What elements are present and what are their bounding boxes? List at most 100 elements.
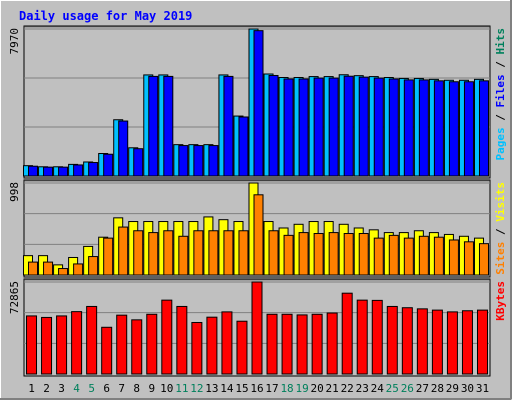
bar-kbytes-day-29	[446, 311, 458, 375]
bar-kbytes-day-20	[311, 313, 323, 375]
legend-item-1: /	[494, 108, 507, 128]
panel-legend: KBytes	[494, 281, 507, 321]
day-label-4: 4	[73, 382, 80, 395]
day-label-21: 21	[326, 382, 339, 395]
bar-files-day-2	[43, 166, 54, 177]
bar-sites-day-27	[418, 235, 429, 276]
bar-kbytes-day-2	[41, 316, 53, 375]
bar-files-day-21	[328, 77, 339, 177]
bar-sites-day-16	[253, 194, 264, 276]
bar-kbytes-day-28	[431, 309, 443, 375]
bar-sites-day-23	[358, 233, 369, 276]
bar-sites-day-11	[178, 235, 189, 276]
panel-legend: Sites / Visits	[494, 182, 507, 275]
bar-kbytes-day-15	[236, 320, 248, 375]
bar-kbytes-day-8	[131, 319, 143, 375]
bar-sites-day-10	[163, 230, 174, 276]
y-axis-max-label: 72865	[8, 281, 21, 314]
bar-sites-day-25	[388, 234, 399, 276]
day-label-31: 31	[476, 382, 489, 395]
day-label-9: 9	[148, 382, 155, 395]
bar-files-day-8	[133, 148, 144, 177]
bar-files-day-15	[238, 116, 249, 177]
day-label-20: 20	[311, 382, 324, 395]
bar-sites-day-8	[133, 230, 144, 276]
day-label-2: 2	[43, 382, 50, 395]
bar-files-day-22	[343, 75, 354, 177]
bar-kbytes-day-19	[296, 314, 308, 375]
bar-sites-day-2	[43, 261, 54, 276]
y-axis-max-label: 7970	[8, 28, 21, 55]
bar-files-day-10	[163, 75, 174, 177]
day-label-23: 23	[356, 382, 369, 395]
bar-files-day-26	[403, 79, 414, 177]
day-label-24: 24	[371, 382, 385, 395]
bar-kbytes-day-6	[101, 326, 113, 375]
bar-files-day-16	[253, 30, 264, 177]
bar-sites-day-28	[433, 236, 444, 276]
bar-kbytes-day-12	[191, 321, 203, 375]
day-label-12: 12	[190, 382, 203, 395]
bar-sites-day-31	[478, 243, 489, 276]
bar-kbytes-day-22	[341, 292, 353, 375]
bar-kbytes-day-16	[251, 281, 263, 375]
bar-sites-day-22	[343, 233, 354, 276]
bar-sites-day-3	[58, 268, 69, 276]
bar-sites-day-18	[283, 234, 294, 276]
bar-sites-day-14	[223, 230, 234, 276]
bar-files-day-11	[178, 145, 189, 177]
bar-files-day-23	[358, 76, 369, 177]
bar-kbytes-day-10	[161, 299, 173, 375]
bar-files-day-3	[58, 166, 69, 177]
bar-files-day-19	[298, 78, 309, 177]
bar-sites-day-30	[463, 241, 474, 276]
bar-files-day-29	[448, 81, 459, 177]
bar-files-day-17	[268, 74, 279, 177]
bar-sites-day-9	[148, 232, 159, 276]
day-label-19: 19	[295, 382, 308, 395]
day-label-30: 30	[461, 382, 474, 395]
bar-files-day-31	[478, 80, 489, 177]
bar-files-day-7	[118, 120, 129, 177]
bar-sites-day-29	[448, 239, 459, 276]
legend-item-3: /	[494, 55, 507, 75]
bar-kbytes-day-5	[86, 305, 98, 375]
bar-kbytes-day-27	[416, 308, 428, 375]
bar-kbytes-day-31	[476, 309, 488, 375]
day-label-17: 17	[265, 382, 278, 395]
day-label-25: 25	[386, 382, 399, 395]
bar-kbytes-day-1	[26, 315, 38, 375]
bar-kbytes-day-3	[56, 315, 68, 375]
day-label-7: 7	[118, 382, 125, 395]
legend-item-0: Sites	[494, 242, 507, 275]
bar-sites-day-13	[208, 230, 219, 276]
day-label-16: 16	[250, 382, 263, 395]
day-label-18: 18	[280, 382, 293, 395]
bar-files-day-4	[73, 164, 84, 177]
day-label-13: 13	[205, 382, 218, 395]
bar-kbytes-day-11	[176, 305, 188, 375]
bar-sites-day-24	[373, 237, 384, 276]
bar-sites-day-7	[118, 226, 129, 276]
bar-sites-day-19	[298, 232, 309, 276]
bar-kbytes-day-4	[71, 311, 83, 375]
bar-sites-day-17	[268, 230, 279, 276]
bar-kbytes-day-17	[266, 313, 278, 375]
bar-sites-day-5	[88, 256, 99, 276]
bar-kbytes-day-23	[356, 299, 368, 375]
bar-kbytes-day-14	[221, 311, 233, 375]
bar-sites-day-20	[313, 233, 324, 276]
bar-files-day-20	[313, 77, 324, 177]
bar-kbytes-day-25	[386, 305, 398, 375]
bar-files-day-6	[103, 153, 114, 177]
bar-files-day-12	[193, 145, 204, 177]
chart-title: Daily usage for May 2019	[19, 9, 192, 23]
bar-files-day-24	[373, 77, 384, 177]
bar-files-day-25	[388, 78, 399, 177]
bar-sites-day-12	[193, 230, 204, 276]
day-label-5: 5	[88, 382, 95, 395]
bar-files-day-5	[88, 162, 99, 177]
day-label-27: 27	[416, 382, 429, 395]
bar-sites-day-4	[73, 263, 84, 276]
